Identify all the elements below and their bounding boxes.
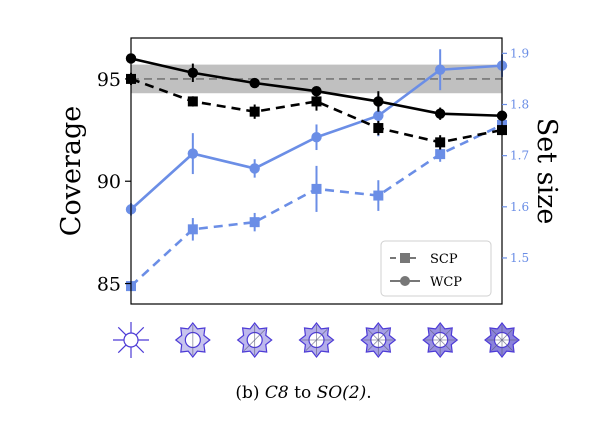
data-point	[435, 137, 446, 148]
plot-frame	[130, 37, 503, 305]
data-point	[373, 110, 384, 121]
data-point	[249, 77, 260, 89]
data-point	[249, 163, 260, 174]
data-point	[435, 149, 446, 160]
symmetry-glyph-icon	[484, 322, 520, 358]
legend: SCP WCP	[380, 240, 492, 297]
data-point	[311, 96, 322, 107]
glyph-axis	[367, 329, 390, 351]
symmetry-glyph-icon	[236, 322, 273, 358]
glyph-axis	[491, 329, 513, 351]
data-point	[373, 190, 384, 201]
data-point	[373, 123, 384, 134]
symmetry-glyph-icon	[298, 322, 335, 358]
glyph-core	[123, 332, 139, 348]
data-point	[373, 96, 384, 107]
data-point	[434, 108, 446, 119]
data-point	[187, 96, 198, 107]
data-point	[249, 106, 260, 117]
group-glyph-row	[113, 322, 520, 358]
symmetry-glyph-icon	[113, 322, 149, 358]
data-point	[187, 67, 199, 78]
chart: 85 90 95 1.5 1.6 1.7 1.8 1.9 Coverage Set size…	[56, 37, 562, 358]
legend-scp-marker	[400, 253, 410, 263]
caption-to: SO(2)	[316, 383, 367, 403]
symmetry-glyph-icon	[422, 322, 459, 358]
data-point	[311, 86, 322, 97]
symmetry-glyph-icon	[174, 322, 211, 358]
symmetry-glyph-icon	[360, 322, 397, 358]
right-tick-label: 1.9	[510, 46, 529, 60]
caption-mid: to	[288, 383, 317, 403]
left-tick-label: 85	[97, 274, 121, 296]
data-point	[311, 183, 322, 194]
data-point	[249, 217, 260, 228]
data-point	[311, 132, 322, 143]
caption-from: C8	[264, 383, 289, 403]
left-tick-label: 95	[97, 69, 121, 91]
right-tick-label: 1.6	[510, 200, 529, 214]
right-axis-label: Set size	[531, 118, 562, 225]
caption-prefix: (b)	[235, 383, 265, 403]
right-tick-label: 1.7	[510, 149, 529, 163]
legend-wcp-label: WCP	[430, 275, 462, 290]
legend-wcp-marker	[400, 276, 410, 286]
right-tick-label: 1.8	[510, 98, 529, 112]
glyph-axis	[429, 329, 452, 351]
glyph-axis	[243, 329, 266, 351]
caption-suffix: .	[366, 383, 372, 403]
right-tick-label: 1.5	[510, 251, 529, 265]
legend-scp-label: SCP	[430, 252, 458, 267]
data-point	[434, 64, 446, 75]
data-point	[187, 224, 198, 235]
figure-caption: (b) C8 to SO(2).	[0, 383, 607, 403]
left-axis-label: Coverage	[56, 106, 87, 236]
left-tick-label: 90	[97, 171, 121, 193]
data-point	[187, 148, 199, 159]
